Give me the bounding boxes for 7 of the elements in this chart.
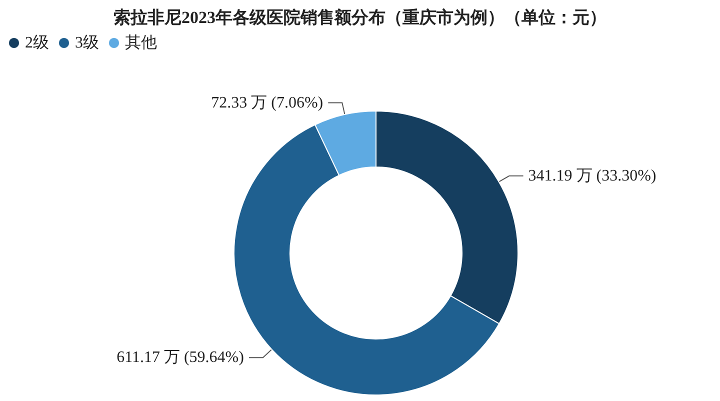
data-label: 341.19 万 (33.30%)	[528, 167, 656, 184]
legend-label: 3级	[75, 34, 99, 52]
data-label: 611.17 万 (59.64%)	[116, 349, 244, 366]
legend-label: 其他	[125, 34, 157, 52]
data-label: 72.33 万 (7.06%)	[211, 94, 324, 112]
chart-title: 索拉非尼2023年各级医院销售额分布（重庆市为例）（单位：元）	[114, 8, 606, 27]
legend-label: 2级	[25, 34, 49, 52]
